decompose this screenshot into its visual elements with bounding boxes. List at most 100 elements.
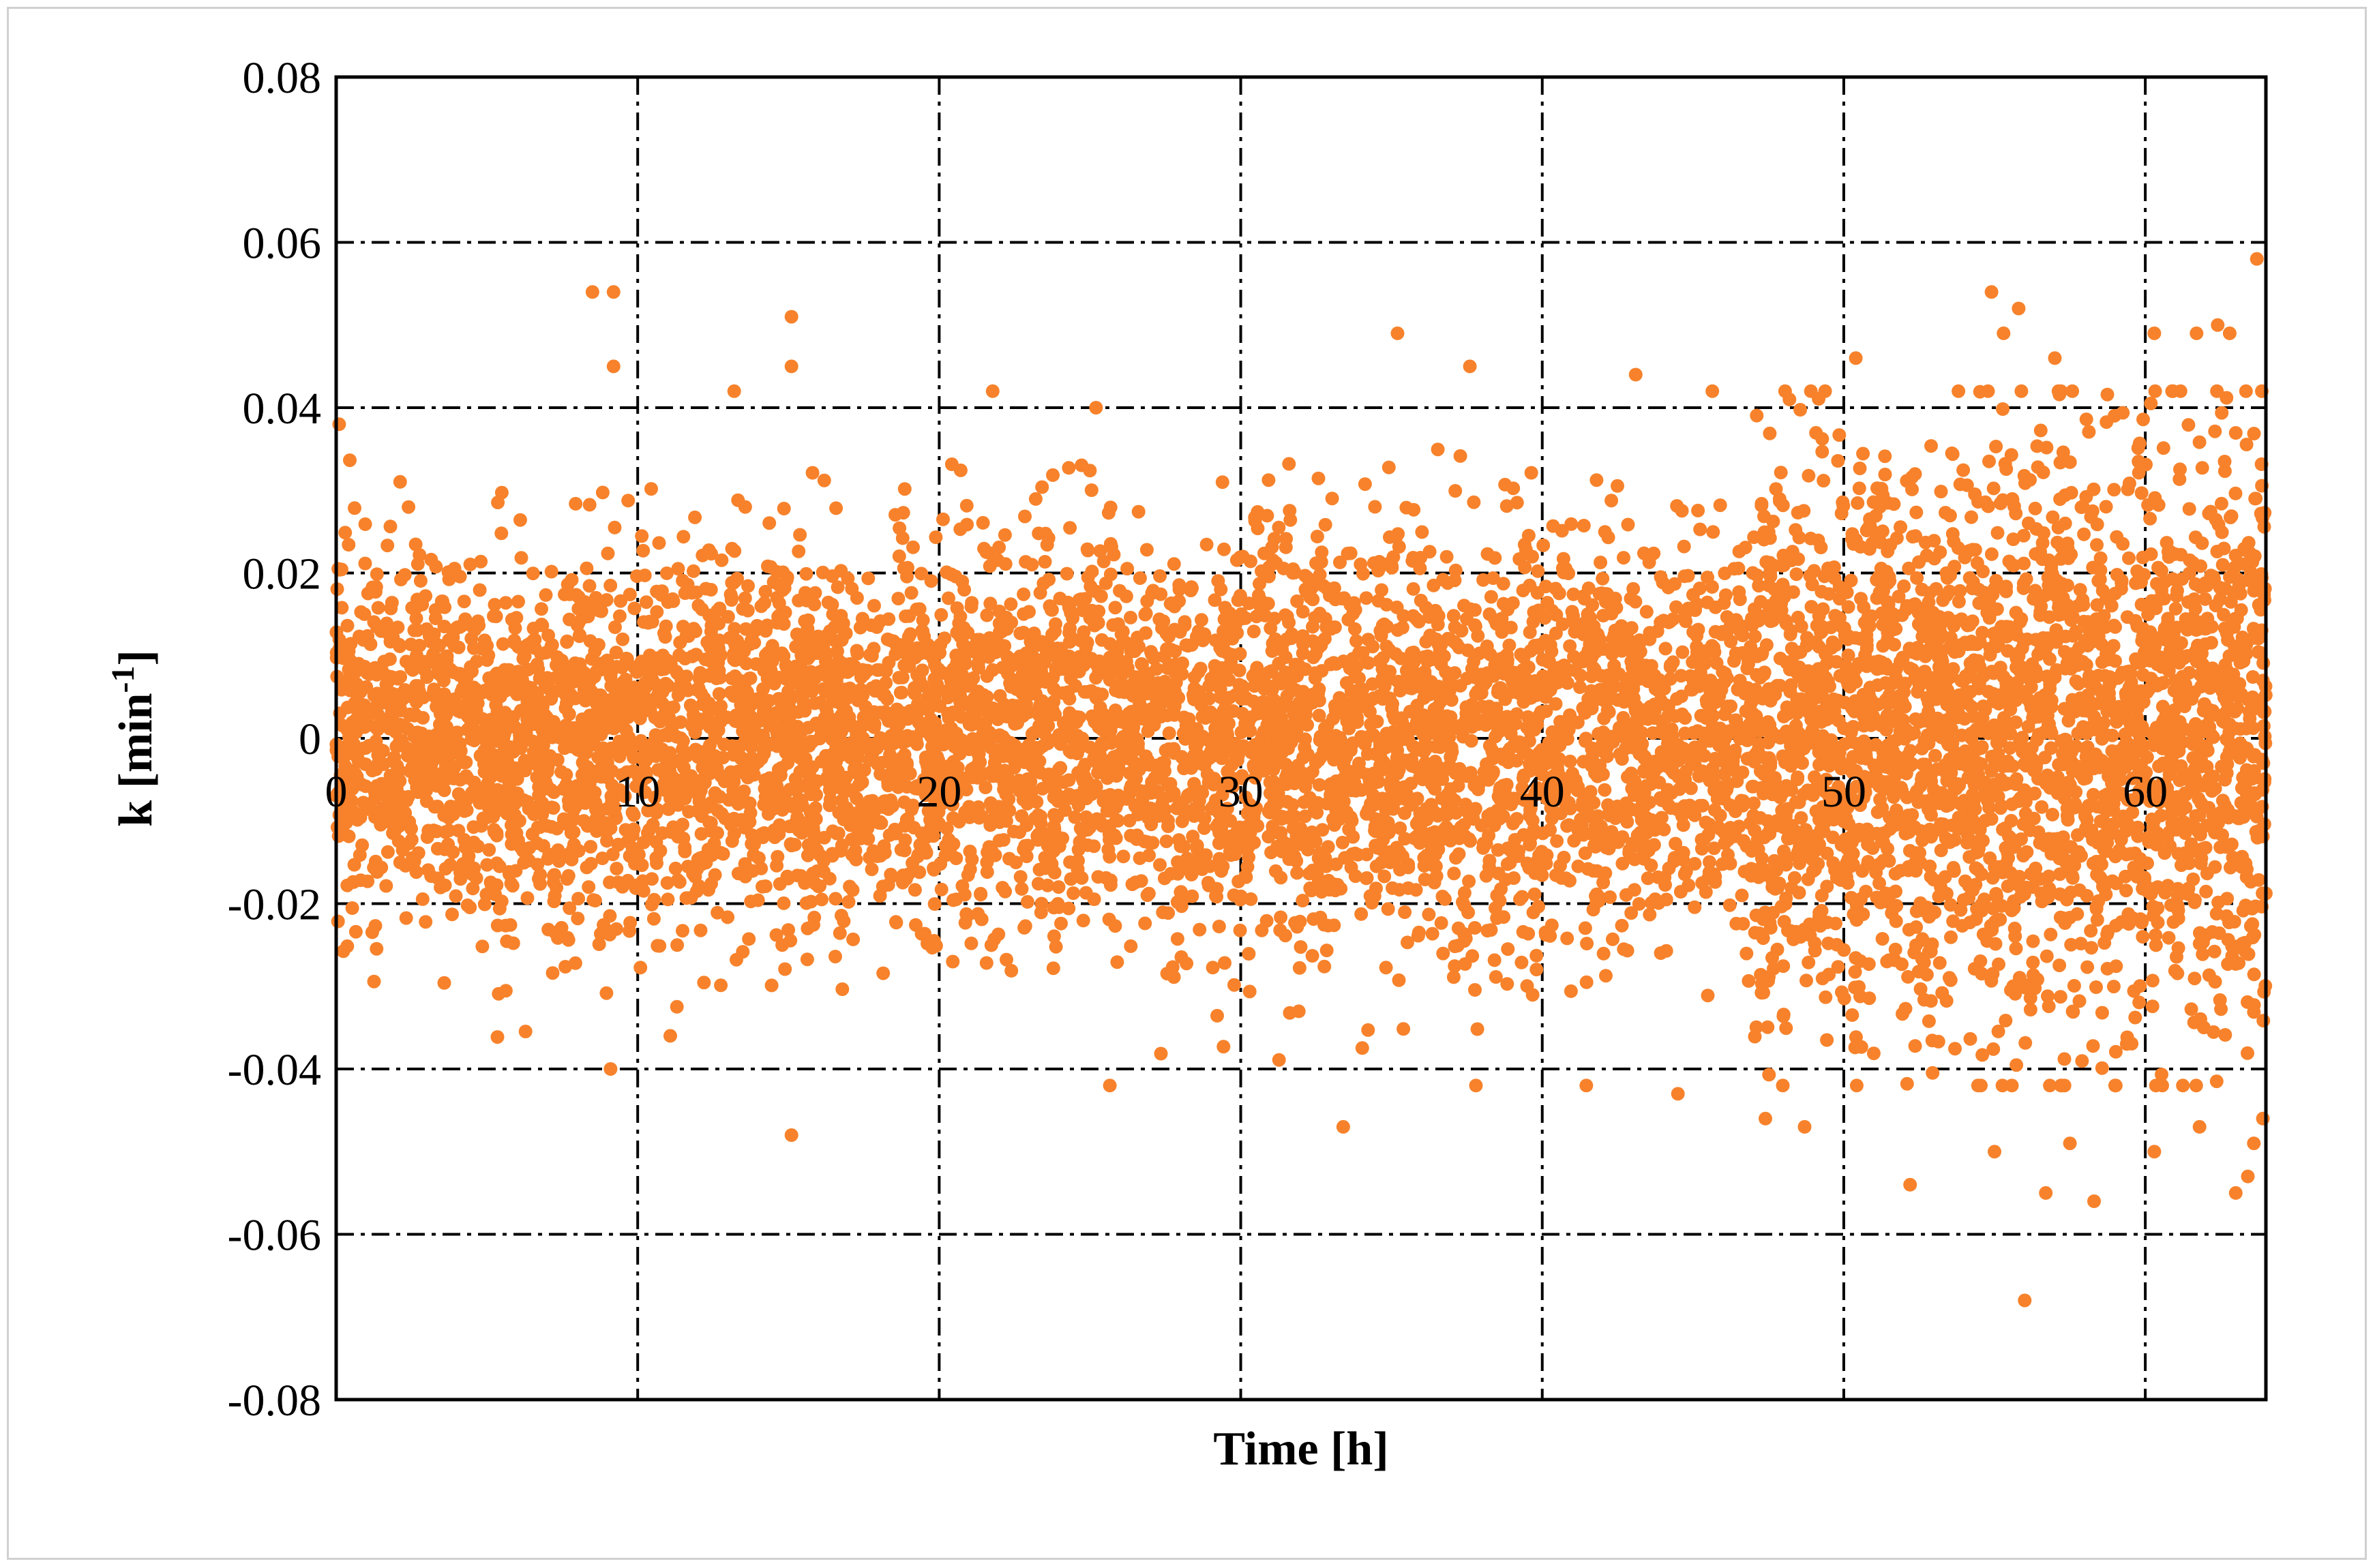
data-point (451, 787, 466, 801)
data-point (438, 825, 453, 839)
data-point (772, 670, 786, 684)
data-point (712, 687, 726, 701)
data-point (661, 892, 675, 907)
data-point (1525, 549, 1539, 564)
data-point (771, 849, 785, 864)
data-point (1419, 601, 1433, 615)
data-point (1516, 924, 1530, 939)
data-point (1480, 547, 1495, 561)
data-point (996, 881, 1010, 895)
data-point (723, 685, 738, 699)
data-point (983, 818, 998, 832)
data-point (1177, 710, 1191, 725)
data-point (862, 794, 876, 809)
data-point (1681, 601, 1695, 616)
data-point (1199, 537, 1214, 552)
data-point (1480, 924, 1495, 938)
data-point (390, 688, 404, 702)
data-point (869, 620, 884, 634)
data-point (1702, 674, 1716, 689)
data-point (693, 923, 708, 937)
data-point (480, 639, 494, 653)
data-point (721, 609, 735, 624)
data-point (367, 974, 381, 989)
data-point (940, 565, 954, 579)
data-point (853, 817, 867, 832)
data-point (571, 911, 585, 926)
data-point (1431, 609, 1446, 623)
data-point (1506, 481, 1521, 496)
data-point (1099, 871, 1114, 885)
data-point (919, 845, 933, 860)
data-point (513, 741, 528, 755)
data-point (792, 544, 806, 558)
data-point (1442, 673, 1457, 687)
data-point (488, 888, 503, 901)
data-point (781, 756, 795, 770)
data-point (472, 618, 486, 633)
data-point (603, 578, 618, 592)
data-point (492, 859, 507, 873)
data-point (900, 757, 914, 772)
data-point (1052, 900, 1066, 914)
data-point (834, 564, 848, 578)
data-point (1615, 752, 1629, 766)
data-point (447, 562, 462, 575)
data-point (571, 601, 586, 616)
data-point (482, 843, 496, 857)
data-point (544, 564, 558, 579)
data-point (498, 684, 513, 698)
data-point (1459, 700, 1474, 714)
data-point (528, 712, 542, 727)
data-point (1653, 725, 1667, 739)
data-point (740, 862, 754, 876)
data-point (1406, 740, 1420, 754)
data-point (530, 770, 544, 785)
data-point (1550, 834, 1564, 848)
data-point (1596, 725, 1611, 740)
data-point (342, 538, 356, 552)
data-point (1210, 1008, 1224, 1023)
data-point (642, 614, 657, 629)
data-point (400, 792, 414, 806)
data-point (1138, 916, 1152, 931)
data-point (1076, 914, 1090, 928)
data-point (813, 848, 827, 862)
data-point (821, 595, 835, 609)
data-point (1714, 822, 1728, 836)
data-point (370, 667, 384, 682)
data-point (1718, 729, 1732, 744)
data-point (964, 936, 979, 950)
data-point (1467, 495, 1481, 509)
data-point (413, 547, 427, 562)
data-point (387, 751, 402, 765)
data-point (1596, 571, 1610, 586)
data-point (593, 765, 608, 779)
data-point (556, 812, 571, 826)
data-point (1626, 648, 1640, 662)
data-point (539, 588, 553, 602)
data-point (1467, 654, 1481, 669)
data-point (343, 453, 357, 468)
data-point (944, 721, 959, 736)
data-point (554, 765, 569, 779)
data-point (929, 530, 943, 544)
data-point (1727, 654, 1741, 668)
data-point (960, 517, 974, 532)
data-point (769, 928, 783, 942)
data-point (828, 950, 842, 964)
data-point (1172, 594, 1186, 608)
data-point (601, 546, 615, 560)
data-point (1087, 892, 1101, 906)
data-point (809, 717, 824, 730)
data-point (1517, 650, 1531, 665)
data-point (893, 637, 907, 652)
data-point (742, 932, 756, 946)
data-point (1383, 665, 1397, 679)
data-point (1701, 571, 1714, 584)
data-point (1688, 857, 1702, 871)
data-point (478, 713, 492, 727)
data-point (383, 768, 398, 783)
data-point (1291, 658, 1306, 672)
data-point (1620, 815, 1634, 829)
